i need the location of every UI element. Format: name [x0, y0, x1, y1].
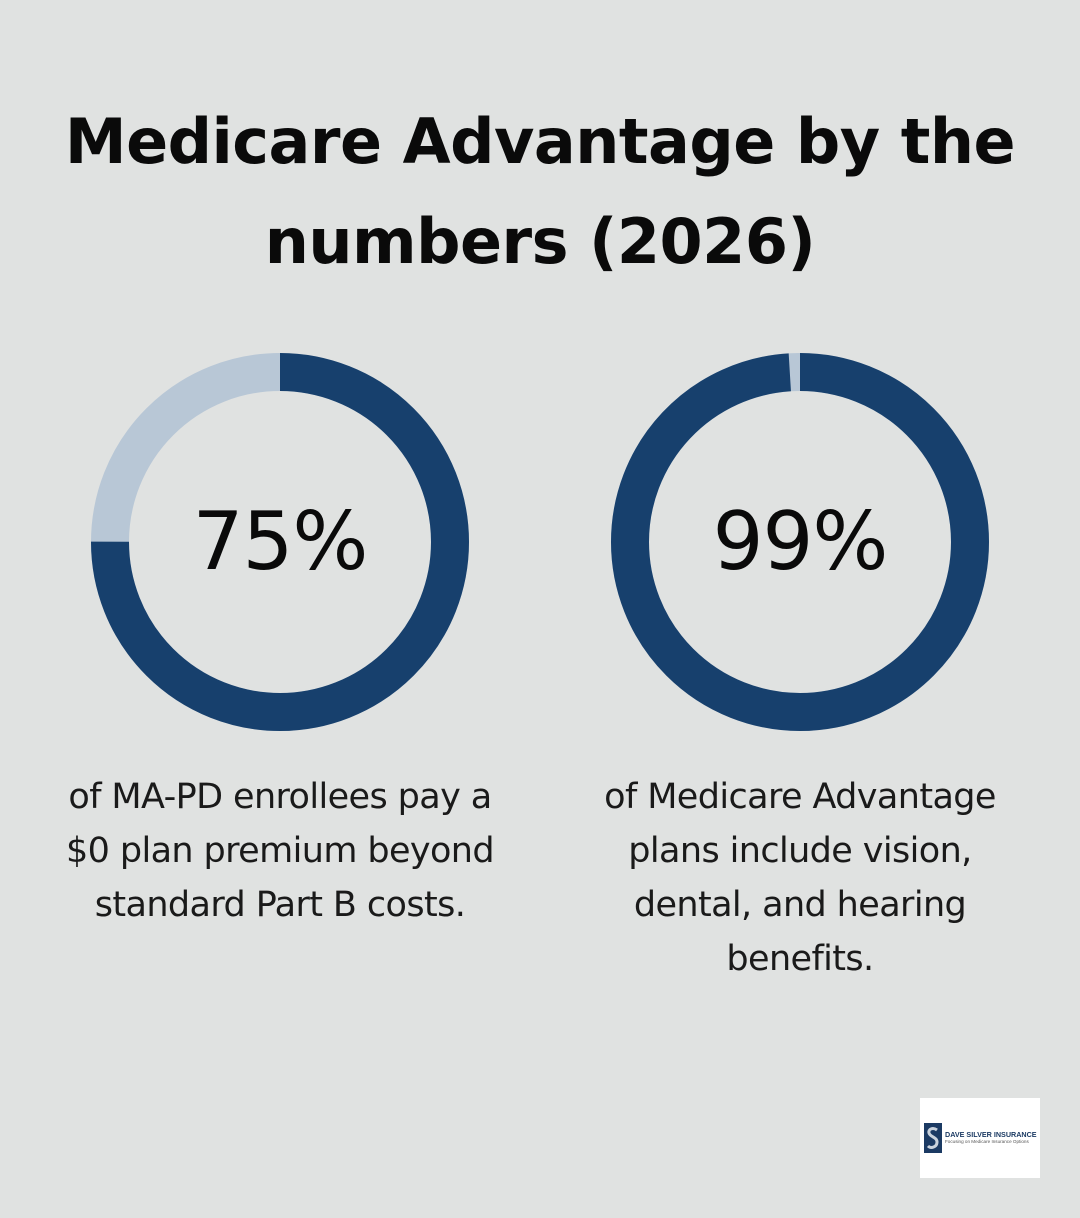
company-logo: DAVE SILVER INSURANCE Focusing on Medica… — [920, 1098, 1040, 1178]
logo-name: DAVE SILVER INSURANCE — [945, 1130, 1037, 1140]
logo-tagline: Focusing on Medicare Insurance Options — [945, 1139, 1029, 1145]
stat-card-premium: 75% of MA-PD enrollees pay a $0 plan pre… — [50, 352, 510, 932]
stat-value: 75% — [192, 495, 369, 588]
page-title: Medicare Advantage by the numbers (2026) — [64, 105, 1016, 278]
logo-text: DAVE SILVER INSURANCE Focusing on Medica… — [945, 1131, 1037, 1145]
logo-s-icon — [924, 1123, 942, 1153]
donut-chart: 99% — [610, 352, 990, 732]
stat-value: 99% — [712, 495, 889, 588]
donut-value-arc — [91, 353, 469, 731]
stat-description: of Medicare Advantage plans include visi… — [604, 777, 996, 979]
donut-chart: 75% — [90, 352, 470, 732]
stat-description: of MA-PD enrollees pay a $0 plan premium… — [65, 777, 495, 925]
stat-card-benefits: 99% of Medicare Advantage plans include … — [570, 352, 1030, 986]
donut-value-arc — [611, 353, 989, 731]
donut-svg — [91, 353, 469, 731]
donut-svg — [611, 353, 989, 731]
